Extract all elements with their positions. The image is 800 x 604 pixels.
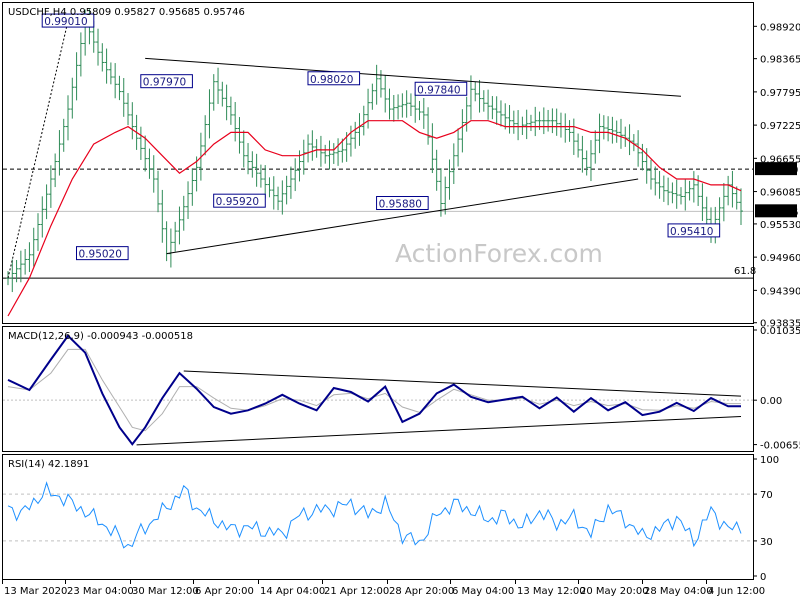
- rsi-panel: [3, 455, 754, 580]
- price-tick-label: 0.94960: [760, 253, 800, 264]
- macd-series: [3, 336, 753, 445]
- price-tick-label: 0.95530: [760, 220, 800, 231]
- annotation-label: 0.95020: [79, 249, 122, 261]
- price-panel: [3, 3, 754, 324]
- macd-tick-label: 0.010358: [760, 326, 800, 337]
- price-trendline-2: [145, 58, 681, 96]
- rsi-header: RSI(14) 42.1891: [8, 459, 89, 470]
- price-header: USDCHF,H4 0.95809 0.95827 0.95685 0.9574…: [8, 7, 245, 18]
- fib-level-label: 61.8: [734, 266, 756, 277]
- macd-tick-label: -0.006553: [760, 441, 800, 452]
- price-tick-label: 0.97225: [760, 121, 800, 132]
- price-tick-label: 0.98920: [760, 22, 800, 33]
- price-annotation: 0.95880: [377, 197, 429, 211]
- annotation-label: 0.95880: [379, 199, 422, 211]
- rsi-tick-label: 0: [760, 572, 766, 583]
- macd-panel: [3, 327, 754, 452]
- time-tick-label: 14 Apr 04:00: [260, 586, 325, 597]
- moving-average-line: [8, 121, 741, 316]
- annotation-label: 0.98020: [310, 74, 353, 86]
- rsi-tick-label: 100: [760, 455, 779, 466]
- time-tick-label: 13 May 12:00: [517, 586, 586, 597]
- price-annotation: 0.95920: [214, 194, 266, 208]
- rsi-tick-label: 70: [760, 490, 773, 501]
- annotation-label: 0.97970: [143, 77, 186, 89]
- time-tick-label: 6 Apr 20:00: [195, 586, 254, 597]
- watermark: ActionForex.com: [395, 239, 603, 268]
- time-tick-label: 20 May 20:00: [580, 586, 649, 597]
- time-tick-label: 21 Apr 12:00: [324, 586, 389, 597]
- annotation-label: 0.97840: [417, 84, 460, 96]
- time-tick-label: 30 Mar 12:00: [132, 586, 199, 597]
- macd-line: [8, 336, 741, 444]
- price-tick-label: 0.94390: [760, 286, 800, 297]
- price-annotation: 0.95020: [77, 247, 129, 261]
- macd-signal-line: [8, 349, 741, 430]
- rsi-tick-label: 30: [760, 537, 773, 548]
- time-tick-label: 28 May 04:00: [644, 586, 713, 597]
- price-tick-label: 0.96085: [760, 188, 800, 199]
- time-tick-label: 23 Mar 04:00: [67, 586, 134, 597]
- price-annotation: 0.95410: [668, 224, 720, 238]
- price-annotation: 0.98020: [308, 72, 360, 86]
- price-annotation: 0.97970: [141, 75, 193, 89]
- macd-trendline-2: [137, 416, 741, 444]
- time-tick-label: 13 Mar 2020: [4, 586, 67, 597]
- time-tick-label: 28 Apr 20:00: [389, 586, 454, 597]
- macd-header: MACD(12,26,9) -0.000943 -0.000518: [8, 331, 193, 342]
- annotation-label: 0.95410: [670, 226, 713, 238]
- annotation-label: 0.95920: [216, 196, 259, 208]
- price-tick-label: 0.98365: [760, 55, 800, 66]
- price-annotation: 0.97840: [415, 82, 467, 96]
- axes: 0.989200.983650.977950.972250.966550.960…: [3, 22, 800, 597]
- rsi-line: [8, 483, 741, 548]
- last-price-label: 0.95746: [757, 207, 798, 218]
- time-tick-label: 4 Jun 12:00: [708, 586, 765, 597]
- marker-price-label: 0.96470: [757, 165, 798, 176]
- time-tick-label: 6 May 04:00: [452, 586, 514, 597]
- macd-tick-label: 0.00: [760, 396, 782, 407]
- rsi-series: [3, 483, 753, 548]
- price-tick-label: 0.97795: [760, 88, 800, 99]
